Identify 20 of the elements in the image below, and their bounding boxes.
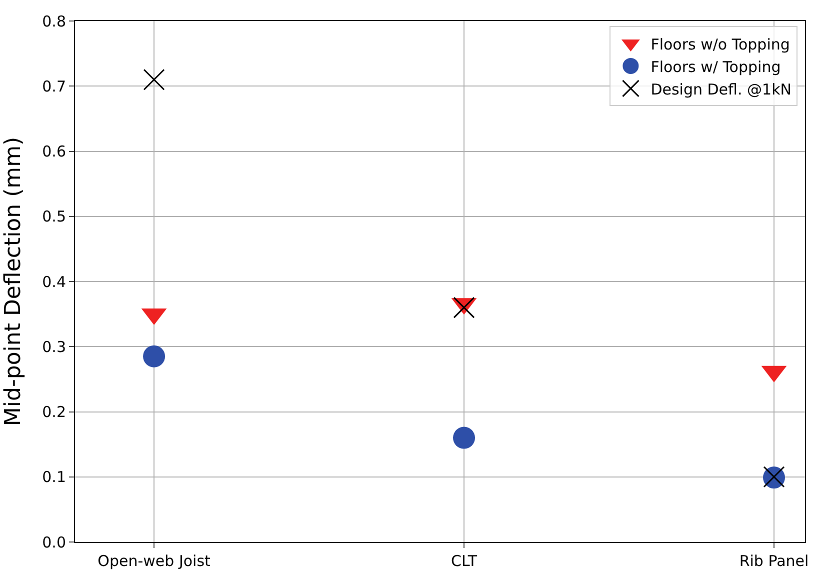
x-tick-label: Rib Panel	[739, 552, 809, 570]
y-tick-label: 0.7	[42, 77, 66, 96]
point	[453, 426, 476, 449]
y-tick-label: 0.6	[42, 142, 66, 160]
legend-label: Design Defl. @1kN	[650, 80, 792, 98]
point	[453, 296, 475, 318]
y-tick-label: 0.8	[42, 12, 66, 30]
legend-label: Floors w/o Topping	[650, 35, 790, 54]
y-tick-label: 0.3	[42, 338, 66, 356]
y-tick-label: 0.4	[42, 272, 66, 291]
point	[143, 68, 165, 90]
x-tick-label: Open-web Joist	[98, 552, 211, 570]
y-tick-label: 0.5	[42, 208, 66, 226]
point	[143, 345, 166, 368]
y-tick-label: 0.2	[42, 403, 66, 421]
y-tick-label: 0.0	[42, 533, 66, 552]
y-tick-label: 0.1	[42, 468, 66, 486]
y-axis-title: Mid-point Deflection (mm)	[0, 136, 26, 426]
x-tick-label: CLT	[451, 552, 478, 570]
legend-label: Floors w/ Topping	[650, 58, 781, 76]
